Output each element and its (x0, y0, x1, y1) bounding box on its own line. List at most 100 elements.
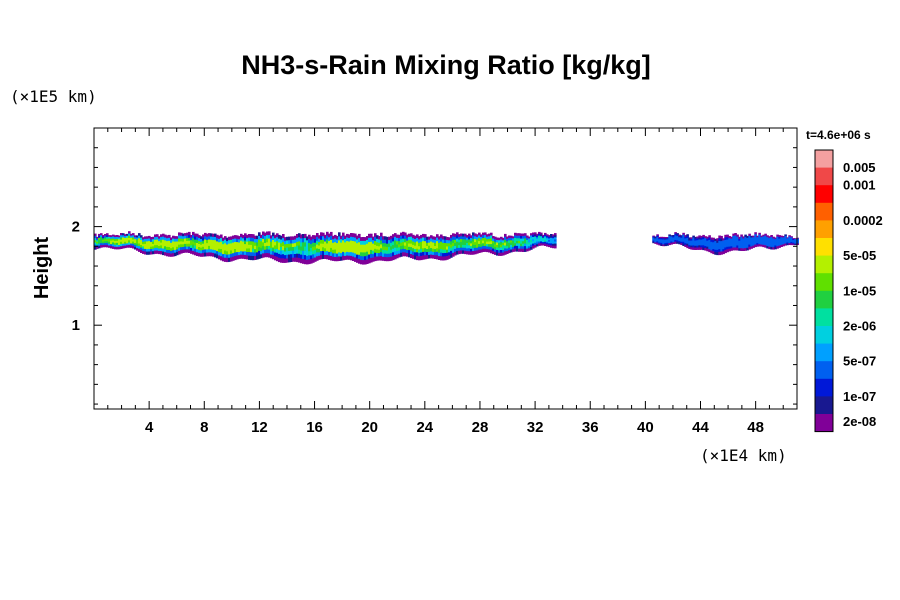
contour-cell (354, 241, 357, 247)
contour-cell (316, 256, 319, 261)
contour-cell (322, 240, 325, 245)
contour-cell (256, 255, 259, 260)
contour-cell (220, 241, 223, 246)
legend-swatch (815, 308, 833, 327)
contour-cell (544, 236, 547, 239)
contour-cell (120, 239, 123, 243)
contour-cell (294, 235, 297, 240)
contour-cell (508, 247, 511, 251)
contour-cell (274, 256, 277, 261)
contour-cell (704, 240, 707, 243)
contour-cell (298, 253, 301, 259)
contour-cell (516, 238, 519, 242)
contour-cell (136, 245, 139, 249)
contour-cell (166, 238, 169, 242)
contour-cell (690, 244, 693, 247)
contour-cell (232, 242, 235, 247)
contour-cell (506, 241, 509, 245)
contour-cell (448, 249, 451, 253)
contour-cell (552, 241, 555, 245)
contour-cell (194, 251, 197, 256)
contour-cell (458, 234, 461, 238)
contour-cell (276, 237, 279, 242)
contour-cell (306, 255, 309, 261)
contour-cell (110, 242, 113, 245)
contour-cell (176, 241, 179, 245)
contour-cell (188, 246, 191, 251)
contour-cell (384, 243, 387, 248)
contour-cell (500, 247, 503, 251)
contour-cell (712, 242, 715, 246)
contour-cell (436, 244, 439, 249)
contour-cell (98, 237, 101, 241)
contour-cell (222, 254, 225, 258)
contour-cell (302, 254, 305, 260)
contour-cell (376, 256, 379, 261)
contour-cell (472, 238, 475, 243)
contour-cell (218, 245, 221, 250)
contour-cell (502, 240, 505, 244)
contour-cell (350, 236, 353, 242)
contour-cell (316, 248, 319, 253)
contour-cell (154, 239, 157, 244)
contour-cell (172, 253, 175, 257)
contour-cell (272, 243, 275, 248)
contour-cell (748, 242, 751, 246)
contour-cell (142, 246, 145, 250)
contour-cell (408, 246, 411, 251)
contour-cell (162, 245, 165, 250)
contour-cell (344, 239, 347, 243)
contour-cell (696, 242, 699, 245)
contour-cell (714, 249, 717, 253)
contour-cell (342, 236, 345, 241)
contour-cell (388, 236, 391, 241)
contour-cell (394, 240, 397, 245)
contour-cell (454, 236, 457, 241)
contour-cell (658, 239, 661, 241)
contour-cell (308, 234, 311, 240)
contour-cell (142, 244, 145, 247)
contour-cell (296, 253, 299, 259)
contour-cell (708, 239, 711, 243)
contour-cell (214, 240, 217, 245)
contour-cell (288, 240, 291, 245)
contour-cell (438, 252, 441, 257)
contour-cell (266, 238, 269, 243)
contour-cell (716, 245, 719, 249)
contour-cell (460, 241, 463, 246)
contour-cell (200, 247, 203, 252)
contour-cell (776, 246, 779, 249)
contour-cell (362, 252, 365, 257)
contour-cell (466, 245, 469, 249)
contour-cell (490, 238, 493, 242)
contour-cell (462, 242, 465, 246)
contour-cell (150, 249, 153, 253)
contour-cell (366, 247, 369, 253)
contour-cell (350, 233, 353, 238)
contour-cell (94, 238, 97, 241)
contour-cell (298, 237, 301, 242)
contour-cell (326, 243, 329, 248)
contour-cell (748, 235, 751, 239)
contour-cell (106, 235, 109, 238)
contour-cell (756, 243, 759, 246)
legend-swatch (815, 255, 833, 274)
contour-cell (700, 237, 703, 241)
contour-cell (770, 246, 773, 250)
contour-cell (292, 254, 295, 259)
contour-cell (434, 239, 437, 244)
contour-cell (652, 238, 655, 241)
contour-cell (320, 239, 323, 245)
contour-cell (672, 236, 675, 238)
contour-cell (276, 256, 279, 262)
contour-cell (786, 242, 789, 245)
contour-cell (322, 247, 325, 252)
contour-cell (318, 245, 321, 250)
contour-cell (314, 253, 317, 259)
contour-cell (310, 247, 313, 253)
contour-cell (226, 258, 229, 263)
contour-cell (684, 244, 687, 247)
contour-cell (230, 236, 233, 241)
contour-cell (504, 248, 507, 252)
contour-cell (718, 246, 721, 250)
